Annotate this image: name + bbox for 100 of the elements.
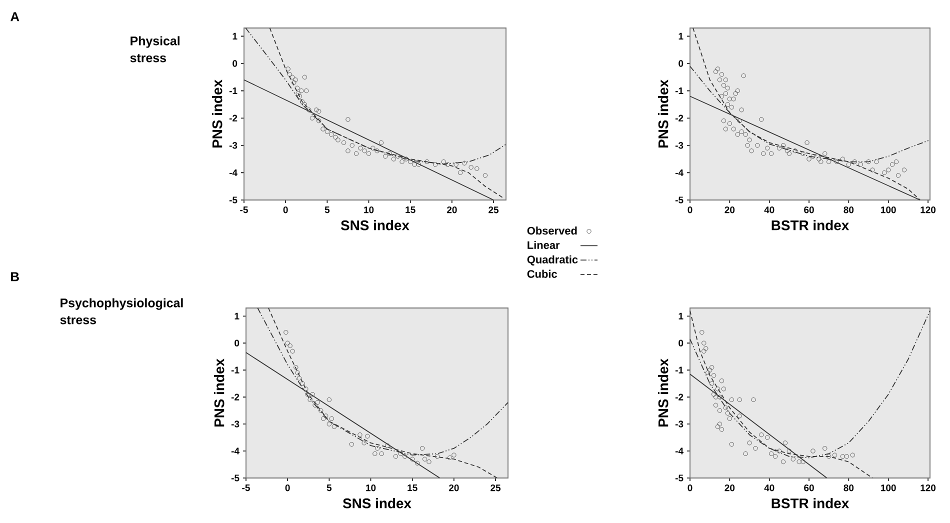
point xyxy=(721,118,726,124)
point xyxy=(723,91,728,96)
point xyxy=(780,459,786,464)
x-tick-label: 60 xyxy=(804,484,814,492)
point xyxy=(447,455,452,460)
point xyxy=(321,416,326,421)
point xyxy=(346,148,350,154)
x-tick-label: 120 xyxy=(920,484,936,492)
y-tick-label: -5 xyxy=(231,474,240,482)
point xyxy=(747,440,752,446)
y-tick-label: 1 xyxy=(678,312,684,320)
point xyxy=(372,451,378,456)
point xyxy=(717,408,722,413)
point xyxy=(768,451,774,456)
point xyxy=(358,146,363,150)
x-tick-label: 25 xyxy=(488,206,499,214)
point xyxy=(452,452,456,458)
x-tick-label: 60 xyxy=(804,206,814,214)
y-tick-label: -5 xyxy=(675,196,684,204)
point xyxy=(753,446,758,451)
point xyxy=(737,397,742,402)
point xyxy=(792,148,798,154)
point xyxy=(346,117,350,122)
point xyxy=(727,96,732,102)
y-tick-label: -2 xyxy=(231,394,240,400)
point xyxy=(743,451,748,456)
point xyxy=(310,392,315,397)
y-tick-label: 1 xyxy=(678,32,684,40)
point xyxy=(287,72,292,77)
y-axis-title: PNS index xyxy=(212,80,222,148)
point xyxy=(350,143,354,148)
point xyxy=(723,126,728,132)
point xyxy=(462,160,467,166)
point xyxy=(806,156,812,162)
point xyxy=(725,86,730,90)
point xyxy=(755,143,760,148)
point xyxy=(302,102,308,107)
x-tick-label: 5 xyxy=(324,206,330,214)
x-tick-label: 0 xyxy=(285,484,290,492)
y-tick-label: -2 xyxy=(229,114,238,122)
x-tick-label: 80 xyxy=(844,206,854,214)
point xyxy=(296,91,300,96)
point xyxy=(780,143,786,148)
point xyxy=(332,424,337,430)
point xyxy=(702,340,706,346)
point xyxy=(422,456,428,462)
point xyxy=(324,129,330,134)
point xyxy=(458,170,463,176)
point xyxy=(333,134,338,140)
x-tick-label: 100 xyxy=(881,206,896,214)
y-tick-label: -4 xyxy=(675,448,684,454)
point xyxy=(400,159,404,164)
point xyxy=(737,414,742,418)
point xyxy=(776,146,782,150)
point xyxy=(858,162,863,167)
y-tick-label: -5 xyxy=(675,474,684,482)
point xyxy=(719,94,724,99)
point xyxy=(304,386,308,392)
point xyxy=(366,151,372,156)
x-tick-label: 20 xyxy=(449,484,459,492)
x-tick-label: 100 xyxy=(881,484,896,492)
point xyxy=(393,454,398,459)
point xyxy=(810,154,816,159)
point xyxy=(713,69,718,74)
point xyxy=(316,108,322,114)
y-tick-label: -4 xyxy=(231,448,240,454)
point xyxy=(318,408,324,413)
x-tick-label: -5 xyxy=(240,206,248,214)
x-tick-label: 80 xyxy=(844,484,854,492)
point xyxy=(719,378,724,384)
y-tick-label: -1 xyxy=(675,88,684,94)
point xyxy=(441,159,446,164)
x-tick-label: 40 xyxy=(764,206,774,214)
x-tick-label: 15 xyxy=(406,206,416,214)
y-tick-label: -2 xyxy=(675,114,684,122)
point xyxy=(285,340,290,346)
y-axis-title: PNS index xyxy=(658,358,668,427)
point xyxy=(751,397,756,402)
point xyxy=(385,443,390,448)
x-tick-label: -5 xyxy=(242,484,250,492)
point xyxy=(721,386,726,392)
point xyxy=(404,156,409,162)
y-tick-label: 0 xyxy=(232,60,238,67)
point xyxy=(822,151,828,156)
point xyxy=(383,154,388,159)
y-axis-title: PNS index xyxy=(658,80,668,148)
point xyxy=(362,440,366,446)
point xyxy=(424,159,430,164)
point xyxy=(729,442,734,447)
y-tick-label: -5 xyxy=(229,196,238,204)
x-tick-label: 0 xyxy=(688,484,692,492)
point xyxy=(391,156,396,162)
text: Psychophysiological stress xyxy=(60,298,183,324)
text: Physical stress xyxy=(130,36,180,62)
point xyxy=(826,454,832,459)
point xyxy=(713,402,718,408)
y-tick-label: -3 xyxy=(675,142,684,149)
point xyxy=(700,330,704,335)
point xyxy=(434,454,440,459)
point xyxy=(336,138,340,142)
